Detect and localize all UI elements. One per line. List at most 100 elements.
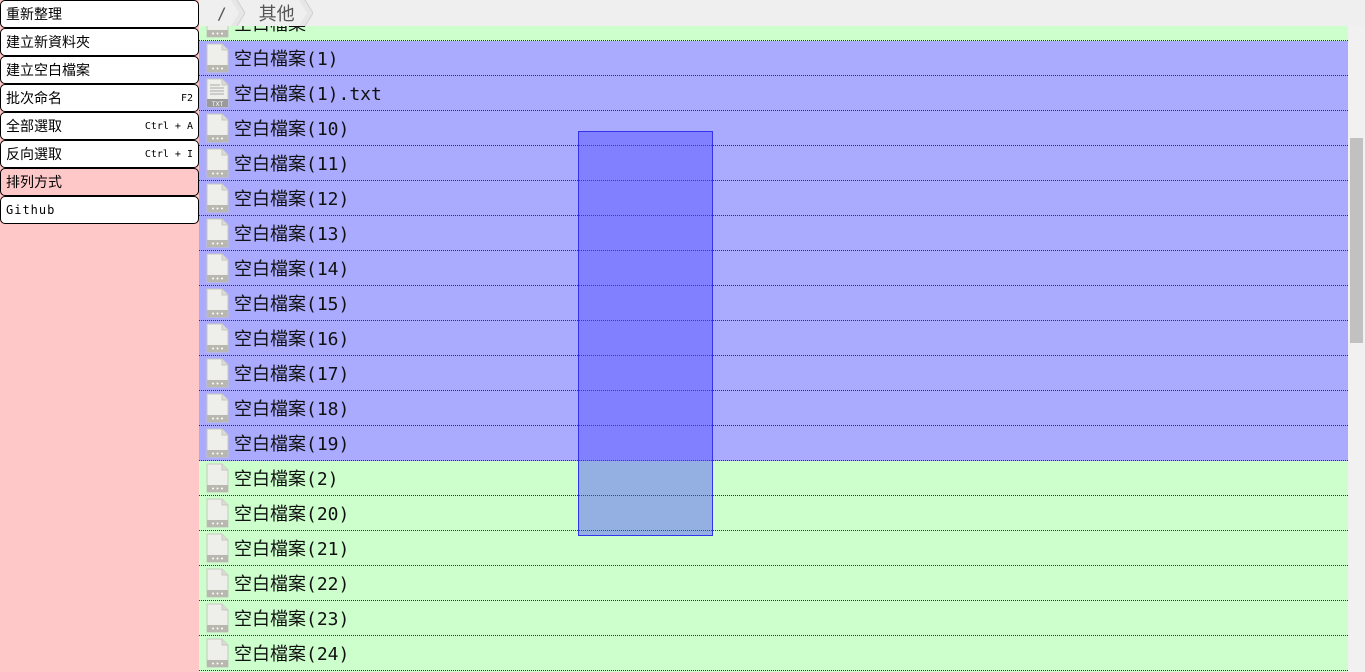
file-row[interactable]: 空白檔案(23) <box>199 601 1348 636</box>
file-name-base: 空白檔案 <box>234 399 306 420</box>
blank-file-icon <box>204 568 230 598</box>
breadcrumb-current-label: 其他 <box>258 4 295 25</box>
file-name: 空白檔案(11) <box>234 150 349 176</box>
file-name-base: 空白檔案 <box>234 609 306 630</box>
file-name-base: 空白檔案 <box>234 434 306 455</box>
file-name-suffix: (15) <box>306 294 350 315</box>
menu-item-label: 排列方式 <box>6 175 62 191</box>
file-row[interactable]: 空白檔案(16) <box>199 321 1348 356</box>
breadcrumb-current[interactable]: 其他 <box>239 0 313 26</box>
menu-item-refresh[interactable]: 重新整理 <box>0 0 199 28</box>
file-name-base: 空白檔案 <box>234 84 306 105</box>
blank-file-icon <box>204 183 230 213</box>
file-name-base: 空白檔案 <box>234 189 306 210</box>
breadcrumb-root-label: / <box>217 3 227 23</box>
file-name-base: 空白檔案 <box>234 539 306 560</box>
menu-item-shortcut: F2 <box>180 92 193 104</box>
menu-item-label: Github <box>6 203 56 217</box>
file-name-base: 空白檔案 <box>234 294 306 315</box>
blank-file-icon <box>204 533 230 563</box>
file-name-suffix: (2) <box>306 469 339 490</box>
svg-text:TXT: TXT <box>211 101 224 108</box>
file-name-base: 空白檔案 <box>234 364 306 385</box>
menu-item-github[interactable]: Github <box>0 196 199 224</box>
file-name-suffix: (18) <box>306 399 350 420</box>
file-name-suffix: (20) <box>306 504 350 525</box>
menu-item-label: 批次命名 <box>6 91 62 107</box>
file-name-base: 空白檔案 <box>234 469 306 490</box>
blank-file-icon <box>204 26 230 38</box>
file-row[interactable]: 空白檔案(12) <box>199 181 1348 216</box>
blank-file-icon <box>204 253 230 283</box>
file-name: 空白檔案(14) <box>234 255 349 281</box>
menu-item-new-folder[interactable]: 建立新資料夾 <box>0 28 199 56</box>
context-menu: 重新整理 建立新資料夾 建立空白檔案 批次命名 F2 全部選取 Ctrl + A… <box>0 0 199 224</box>
file-row[interactable]: 空白檔案(15) <box>199 286 1348 321</box>
file-name-suffix: (21) <box>306 539 350 560</box>
breadcrumb-root[interactable]: / <box>199 0 245 26</box>
file-name: 空白檔案(1) <box>234 45 339 71</box>
file-name-suffix: (10) <box>306 119 350 140</box>
file-name-suffix: (1).txt <box>306 84 382 105</box>
menu-item-select-all[interactable]: 全部選取 Ctrl + A <box>0 112 199 140</box>
menu-item-batch-rename[interactable]: 批次命名 F2 <box>0 84 199 112</box>
blank-file-icon <box>204 148 230 178</box>
file-row[interactable]: 空白檔案(18) <box>199 391 1348 426</box>
file-name: 空白檔案(12) <box>234 185 349 211</box>
blank-file-icon <box>204 428 230 458</box>
vertical-scrollbar[interactable] <box>1348 26 1365 672</box>
blank-file-icon <box>204 288 230 318</box>
menu-item-label: 全部選取 <box>6 119 62 135</box>
blank-file-icon <box>204 638 230 668</box>
blank-file-icon <box>204 113 230 143</box>
menu-item-label: 建立新資料夾 <box>6 35 90 51</box>
menu-item-label: 建立空白檔案 <box>6 63 90 79</box>
menu-item-new-blank-file[interactable]: 建立空白檔案 <box>0 56 199 84</box>
file-row[interactable]: 空白檔案(21) <box>199 531 1348 566</box>
file-row[interactable]: 空白檔案(2) <box>199 461 1348 496</box>
file-row[interactable]: 空白檔案(24) <box>199 636 1348 671</box>
scrollbar-thumb[interactable] <box>1350 138 1363 343</box>
blank-file-icon <box>204 358 230 388</box>
file-list[interactable]: 空白檔案空白檔案(1)TXT空白檔案(1).txt空白檔案(10)空白檔案(11… <box>199 26 1348 672</box>
file-name-suffix: (16) <box>306 329 350 350</box>
menu-item-shortcut: Ctrl + A <box>144 120 193 132</box>
blank-file-icon <box>204 393 230 423</box>
file-name-suffix: (11) <box>306 154 350 175</box>
file-name-base: 空白檔案 <box>234 329 306 350</box>
file-row[interactable]: 空白檔案 <box>199 26 1348 41</box>
menu-item-shortcut: Ctrl + I <box>144 148 193 160</box>
file-name: 空白檔案(19) <box>234 430 349 456</box>
file-row[interactable]: 空白檔案(10) <box>199 111 1348 146</box>
file-name-base: 空白檔案 <box>234 49 306 70</box>
file-name-base: 空白檔案 <box>234 224 306 245</box>
menu-item-invert-selection[interactable]: 反向選取 Ctrl + I <box>0 140 199 168</box>
file-row[interactable]: 空白檔案(19) <box>199 426 1348 461</box>
file-row[interactable]: 空白檔案(22) <box>199 566 1348 601</box>
blank-file-icon <box>204 218 230 248</box>
file-name-suffix: (22) <box>306 574 350 595</box>
file-name: 空白檔案(18) <box>234 395 349 421</box>
file-name-suffix: (19) <box>306 434 350 455</box>
file-name-base: 空白檔案 <box>234 119 306 140</box>
menu-item-sort-by[interactable]: 排列方式 <box>0 168 199 196</box>
menu-item-label: 反向選取 <box>6 147 62 163</box>
file-name: 空白檔案(10) <box>234 115 349 141</box>
blank-file-icon <box>204 43 230 73</box>
file-name: 空白檔案(24) <box>234 640 349 666</box>
file-name-suffix: (13) <box>306 224 350 245</box>
file-name: 空白檔案 <box>234 26 306 36</box>
file-row[interactable]: 空白檔案(17) <box>199 356 1348 391</box>
file-name-suffix: (23) <box>306 609 350 630</box>
file-row[interactable]: 空白檔案(13) <box>199 216 1348 251</box>
file-row[interactable]: 空白檔案(1) <box>199 41 1348 76</box>
file-name: 空白檔案(13) <box>234 220 349 246</box>
file-name-base: 空白檔案 <box>234 574 306 595</box>
menu-item-label: 重新整理 <box>6 7 62 23</box>
file-row[interactable]: 空白檔案(11) <box>199 146 1348 181</box>
file-row[interactable]: 空白檔案(14) <box>199 251 1348 286</box>
file-row[interactable]: TXT 空白檔案(1).txt <box>199 76 1348 111</box>
txt-file-icon: TXT <box>204 78 230 108</box>
file-rows: 空白檔案空白檔案(1)TXT空白檔案(1).txt空白檔案(10)空白檔案(11… <box>199 26 1348 671</box>
file-row[interactable]: 空白檔案(20) <box>199 496 1348 531</box>
